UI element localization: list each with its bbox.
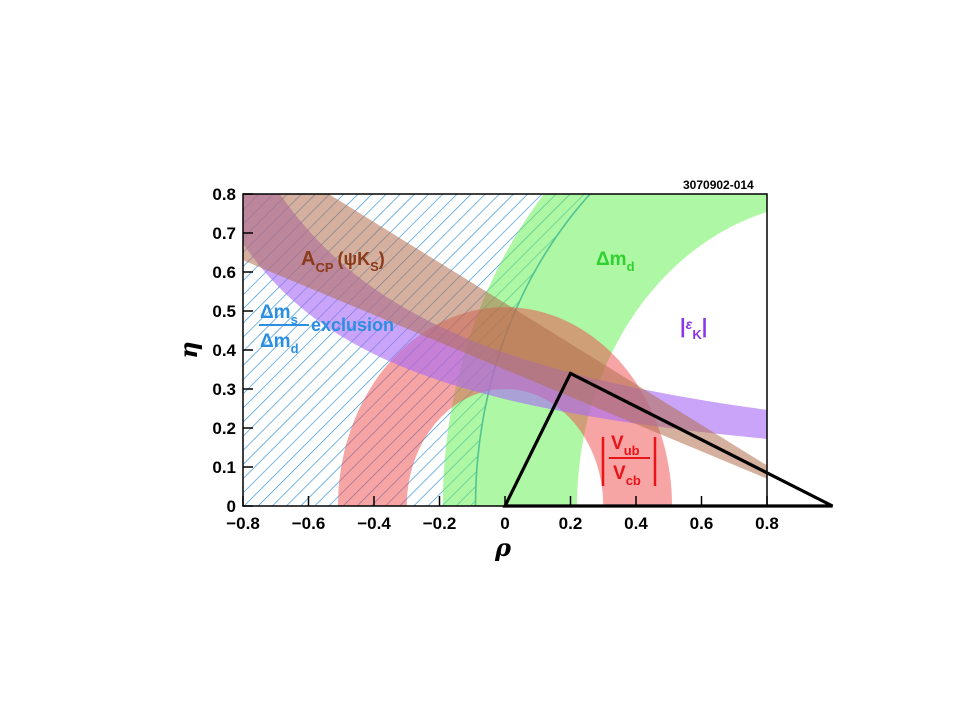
y-tick-label: 0.1: [212, 458, 236, 477]
x-tick-label: 0.4: [624, 514, 648, 533]
unitarity-triangle-layer: [502, 371, 834, 508]
x-tick-label: −0.6: [292, 514, 326, 533]
y-tick-label: 0.4: [212, 341, 236, 360]
vub-vcb-label: Vub Vcb: [601, 433, 657, 488]
x-tick-label: 0: [500, 514, 509, 533]
x-tick-label: −0.2: [423, 514, 457, 533]
unitarity-triangle: [502, 371, 834, 508]
y-tick-label: 0.6: [212, 263, 236, 282]
vcb-denominator-label: Vcb: [613, 463, 641, 488]
x-tick-label: 0.2: [559, 514, 583, 533]
dmd-label: Δmd: [596, 249, 635, 274]
x-axis-label: ρ: [494, 533, 512, 562]
exclusion-label: exclusion: [311, 315, 394, 335]
y-axis-label: η: [174, 341, 203, 358]
acp-label: ACP (ψKS): [301, 248, 385, 275]
x-tick-label: −0.4: [357, 514, 391, 533]
x-tick-label: 0.6: [690, 514, 714, 533]
epsilon-k-label: |εK|: [680, 316, 707, 342]
axes: −0.8 −0.6 −0.4 −0.2 0 0.2 0.4 0.6 0.8 0 0.1 0.2 0.3 0…: [174, 185, 779, 562]
y-tick-label: 0.8: [212, 185, 236, 204]
y-tick-label: 0.7: [212, 224, 236, 243]
dms-denominator-label: Δmd: [260, 331, 299, 356]
y-tick-label: 0.2: [212, 419, 236, 438]
vub-numerator-label: Vub: [611, 433, 640, 458]
y-tick-label: 0: [227, 497, 236, 516]
dms-numerator-label: Δms: [260, 302, 298, 327]
y-tick-label: 0.3: [212, 380, 236, 399]
x-tick-label: 0.8: [755, 514, 779, 533]
figure-id: 3070902-014: [683, 178, 754, 192]
y-tick-label: 0.5: [212, 302, 236, 321]
x-tick-label: −0.8: [226, 514, 260, 533]
